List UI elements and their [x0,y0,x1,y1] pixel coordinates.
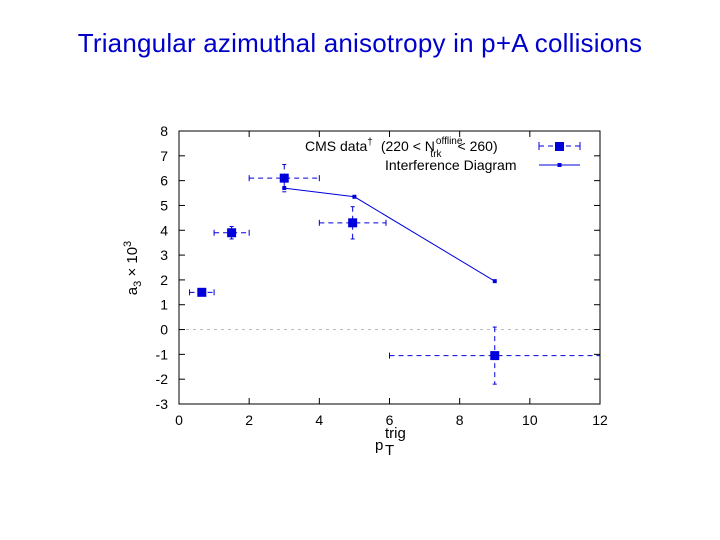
x-tick-label: 2 [245,412,253,428]
y-tick-label: 6 [160,173,168,189]
legend-cms-cond-close: < 260) [458,138,498,154]
slide-title: Triangular azimuthal anisotropy in p+A c… [77,28,643,58]
y-tick-label: 1 [160,297,168,313]
y-tick-label: 2 [160,272,168,288]
legend-entry-cms-marker [538,142,581,151]
cms-data-point [318,206,387,240]
y-tick-label: 5 [160,197,168,213]
legend-cms-cond-sup: offline [436,136,463,147]
y-tick-label: -2 [156,371,169,387]
legend-entry-interference-marker [539,163,580,167]
legend: CMS data† (220 < Noffline trk < 260) Interf… [305,136,581,173]
interference-point [352,194,357,199]
cms-marker [490,351,500,361]
y-axis-label-rest: × 10 [124,247,141,281]
legend-cms-cond-sub: trk [430,149,442,160]
x-axis-label-sup: trig [385,425,406,442]
y-tick-label: 8 [160,123,168,139]
x-tick-label: 4 [315,412,323,428]
y-tick-label: 4 [160,222,168,238]
y-tick-label: -3 [156,396,169,412]
cms-data-point [248,164,320,193]
legend-entry-interference-label: Interference Diagram [385,157,517,173]
x-axis-label-main: p [375,437,383,454]
cms-marker [279,173,289,183]
interference-point [282,186,287,191]
y-tick-label: 7 [160,148,168,164]
legend-cms-name: CMS data [305,138,367,154]
interference-point [492,279,497,284]
cms-data-point [389,326,601,385]
x-tick-label: 0 [175,412,183,428]
x-axis-label-sub: T [385,442,394,459]
x-tick-label: 12 [592,412,608,428]
y-tick-label: -1 [156,346,169,362]
x-tick-label: 10 [522,412,538,428]
x-tick-label: 6 [386,412,394,428]
legend-entry-cms-label: CMS data† (220 < Noffline trk < 260) [305,136,498,160]
interference-line [284,187,496,282]
cms-data-point [213,226,250,240]
cms-marker [348,218,358,228]
series-layer [189,164,601,385]
y-tick-label: 0 [160,322,168,338]
legend-cms-cond-open: (220 < N [381,138,435,154]
cms-data-point [189,287,215,297]
y-axis-label: a3 × 103 [122,241,144,295]
y-tick-label: 3 [160,247,168,263]
y-axis-label-sub: 3 [132,281,144,287]
cms-marker [197,287,207,297]
y-axis-label-main: a [124,286,141,295]
legend-cms-dagger: † [367,137,373,148]
y-axis-label-sup: 3 [122,241,134,247]
x-tick-label: 8 [456,412,464,428]
cms-marker [227,228,237,238]
